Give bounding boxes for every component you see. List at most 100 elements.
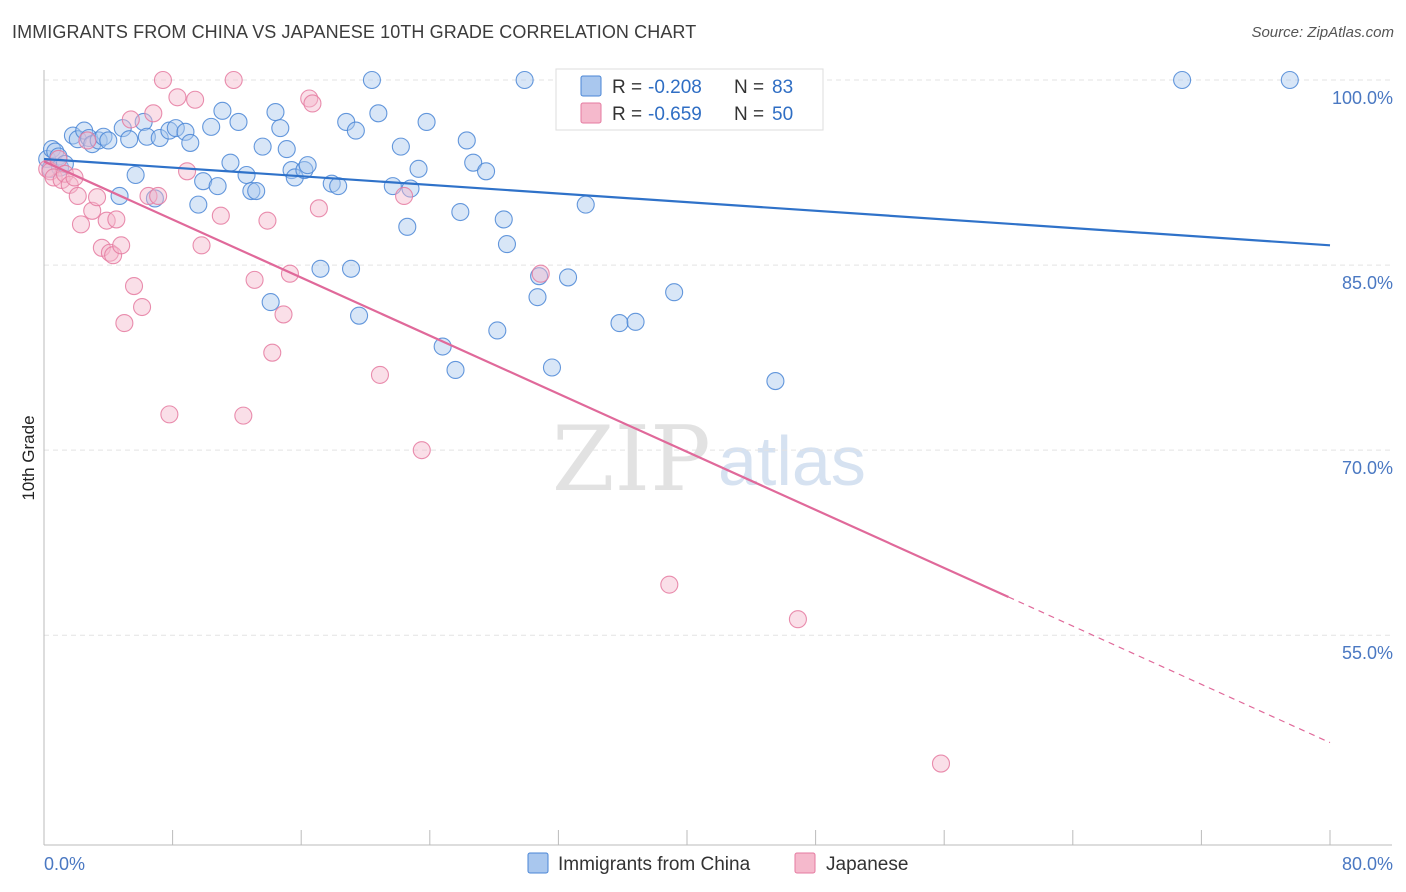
japanese-point [245,270,264,289]
japanese-point [124,277,144,296]
china-point [237,165,256,185]
japanese-point [211,206,230,225]
china-point [229,112,248,132]
trend-lines [43,157,1331,744]
x-ticks [43,830,1331,845]
china-point [488,321,507,340]
china-point [494,210,513,229]
japanese-point [78,131,97,150]
japanese-point [370,365,390,384]
china-point [329,177,348,196]
china-point [120,130,139,149]
japanese-point [274,305,293,324]
china-point [350,306,369,325]
japanese-point [112,236,131,255]
series-legend-label-japanese: Japanese [826,854,908,875]
watermark-atlas: atlas [718,422,866,500]
legend-swatch-china [580,75,602,97]
china-point [208,177,227,196]
china-point [446,360,465,380]
japanese-trend-extension [1008,596,1331,744]
series-legend-swatch-china [527,852,549,874]
china-point [221,153,240,172]
series-legend-label-china: Immigrants from China [558,854,751,875]
gridlines [44,79,1392,636]
china-point [194,172,213,191]
china-point [202,117,221,136]
japanese-point [309,199,328,218]
japanese-point [107,210,126,229]
legend-n-value-japanese: 50 [772,104,793,125]
japanese-point [83,201,102,220]
japanese-point [258,211,277,230]
china-point [176,122,195,141]
china-point [42,140,62,159]
china-point [1173,70,1192,90]
china-point [189,195,208,214]
x-tick-label-min: 0.0% [44,854,85,874]
y-tick-label: 55.0% [1342,643,1393,663]
japanese-point [153,70,173,90]
china-points [38,70,1299,391]
japanese-point [160,405,179,424]
china-point [497,235,517,254]
watermark-zip: ZIP [552,407,711,512]
japanese-point [303,94,322,113]
japanese-point [97,211,116,230]
japanese-point [660,575,679,594]
china-point [558,268,578,287]
axes [43,70,1392,846]
chart-title: IMMIGRANTS FROM CHINA VS JAPANESE 10TH G… [12,22,697,42]
china-point [626,312,645,331]
japanese-point [87,188,107,207]
china-point [213,101,232,120]
y-tick-label: 85.0% [1342,273,1393,293]
china-point [242,181,261,201]
china-point [311,259,330,278]
china-trend-line [43,157,1331,247]
legend-n-value-china: 83 [772,77,793,98]
japanese-point [178,162,197,181]
china-point [457,131,476,150]
china-point [464,153,483,172]
japanese-point [121,110,140,129]
china-point [253,137,272,156]
japanese-point [412,441,431,460]
china-point [166,119,185,138]
china-point [181,133,200,152]
japanese-point [531,264,550,283]
china-point [398,217,417,236]
japanese-point [300,89,319,108]
china-point [766,372,785,391]
japanese-points [38,70,951,773]
china-point [295,161,314,180]
china-point [610,314,629,333]
y-axis-title: 10th Grade [19,415,38,500]
china-point [341,259,361,278]
china-point [369,104,388,123]
china-point [451,202,470,222]
china-point [126,165,145,185]
china-point [362,70,381,90]
source-label: Source: ZipAtlas.com [1251,24,1394,41]
china-point [261,293,280,312]
series-legend-swatch-japanese [794,852,816,874]
china-point [150,128,169,148]
japanese-point [788,610,807,629]
japanese-point [280,264,299,283]
china-point [515,70,534,90]
china-point [409,159,428,178]
y-tick-label: 70.0% [1342,458,1393,478]
china-point [247,181,266,201]
japanese-point [100,243,119,262]
china-point [346,121,365,140]
japanese-point [234,406,253,425]
china-point [298,156,317,175]
china-point [277,140,296,159]
japanese-point [186,90,205,109]
legend-r-label-china: R = [612,77,642,98]
japanese-point [71,215,91,234]
japanese-point [168,88,187,107]
x-tick-label-max: 80.0% [1342,854,1393,874]
